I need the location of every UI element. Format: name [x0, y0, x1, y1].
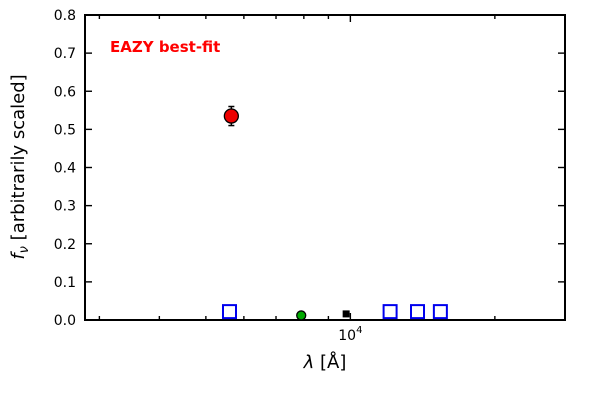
plot-frame: [84, 14, 566, 321]
axis-ticks: 0.0 0.1 0.2 0.3 0.4 0.5 0.6 0.7 0.8 104: [54, 8, 565, 344]
observed-flux-marker: [223, 108, 239, 124]
y-tick-label: 0.2: [54, 237, 76, 253]
y-tick-label: 0.0: [54, 313, 76, 329]
data-points: [221, 105, 448, 321]
y-tick-label: 0.8: [54, 8, 76, 24]
x-axis-label-units: [Å]: [314, 351, 346, 373]
template-photometry-marker: [221, 304, 237, 320]
y-tick-label: 0.1: [54, 275, 76, 291]
template-photometry-marker: [410, 304, 426, 320]
y-tick-label: 0.5: [54, 122, 76, 138]
y-axis-label: fν [arbitrarily scaled]: [8, 74, 32, 259]
x-axis-label: λ [Å]: [303, 351, 347, 373]
y-tick-label: 0.6: [54, 84, 76, 100]
x-tick-label: 104: [338, 325, 362, 344]
template-photometry-marker: [432, 304, 448, 320]
y-axis-label-f: f: [8, 251, 29, 260]
y-tick-label: 0.3: [54, 199, 76, 215]
annotation-eazy-best-fit: EAZY best-fit: [110, 38, 220, 56]
template-photometry-marker: [382, 304, 398, 320]
secondary-point-green-marker: [296, 310, 307, 321]
x-axis-label-symbol: λ: [303, 352, 315, 373]
y-axis-label-units: [arbitrarily scaled]: [8, 74, 29, 246]
y-tick-label: 0.4: [54, 161, 76, 177]
flux-point-black-marker: [342, 310, 350, 318]
y-tick-label: 0.7: [54, 46, 76, 62]
y-axis-label-nu-subscript: ν: [17, 246, 32, 253]
